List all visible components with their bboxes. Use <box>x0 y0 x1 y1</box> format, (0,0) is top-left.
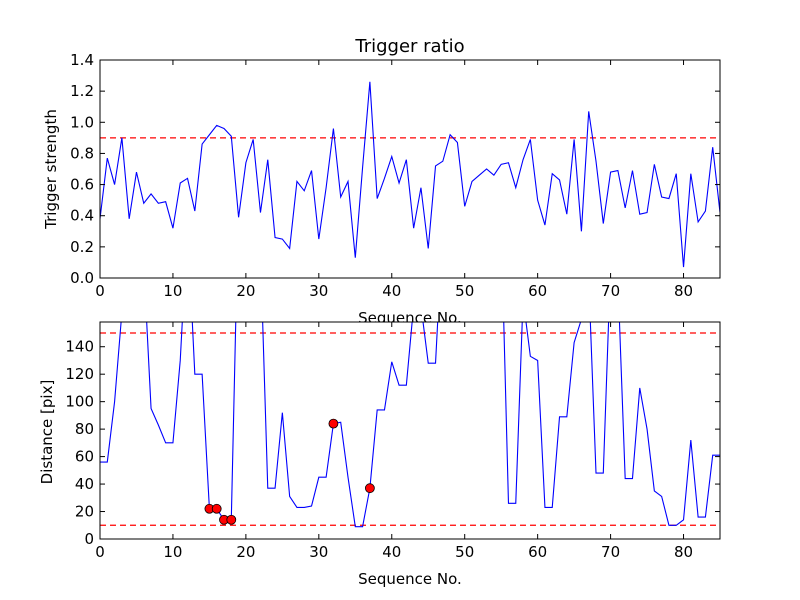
bottom-x-tick-label-3: 30 <box>309 543 328 561</box>
top-background <box>100 60 720 278</box>
top-x-tick-label-4: 40 <box>382 282 401 300</box>
bottom-background <box>100 322 720 539</box>
top-y-tick-label-3: 0.6 <box>70 176 94 194</box>
bottom-y-tick-label-2: 40 <box>75 475 94 493</box>
top-x-tick-label-1: 10 <box>163 282 182 300</box>
bottom-y-tick-label-5: 100 <box>65 393 94 411</box>
bottom-y-tick-label-1: 20 <box>75 503 94 521</box>
top-x-tick-label-0: 0 <box>95 282 105 300</box>
top-chart-title: Trigger ratio <box>354 36 464 57</box>
bottom-x-tick-label-1: 10 <box>163 543 182 561</box>
bottom-y-tick-label-6: 120 <box>65 365 94 383</box>
bottom-x-tick-label-7: 70 <box>601 543 620 561</box>
bottom-marker-1 <box>211 503 222 514</box>
top-y-tick-label-0: 0.0 <box>70 269 94 287</box>
bottom-x-tick-label-8: 80 <box>674 543 693 561</box>
top-x-tick-label-8: 80 <box>674 282 693 300</box>
top-x-tick-label-6: 60 <box>528 282 547 300</box>
bottom-frame <box>99 321 721 540</box>
bottom-marker-5 <box>364 483 375 494</box>
bottom-x-tick-label-4: 40 <box>382 543 401 561</box>
top-frame <box>99 59 721 279</box>
bottom-x-tick-label-0: 0 <box>95 543 105 561</box>
top-y-tick-label-7: 1.4 <box>70 51 94 69</box>
top-y-tick-label-4: 0.8 <box>70 144 94 162</box>
top-y-tick-label-5: 1.0 <box>70 113 94 131</box>
bottom-y-tick-label-0: 0 <box>84 530 94 548</box>
top-x-tick-label-5: 50 <box>455 282 474 300</box>
top-series-line-0 <box>100 81 720 268</box>
bottom-series-line-0 <box>100 322 720 528</box>
top-y-tick-label-6: 1.2 <box>70 82 94 100</box>
bottom-marker-3 <box>226 514 237 525</box>
bottom-x-tick-label-5: 50 <box>455 543 474 561</box>
bottom-y-axis-label: Distance [pix] <box>38 380 56 485</box>
top-y-axis-label: Trigger strength <box>42 109 60 230</box>
bottom-y-tick-label-7: 140 <box>65 338 94 356</box>
bottom-y-tick-label-4: 80 <box>75 420 94 438</box>
top-y-tick-label-1: 0.2 <box>70 238 94 256</box>
top-x-tick-label-2: 20 <box>236 282 255 300</box>
top-x-tick-label-3: 30 <box>309 282 328 300</box>
bottom-x-axis-label: Sequence No. <box>358 570 462 588</box>
top-plot-area: 0 10 20 30 40 50 60 70 80 0.0 0.2 0.4 0.6 0.8 1.0 1.2 1.… <box>70 51 721 300</box>
bottom-marker-4 <box>328 418 339 429</box>
top-y-tick-label-2: 0.4 <box>70 207 94 225</box>
top-x-tick-label-7: 70 <box>601 282 620 300</box>
bottom-x-tick-label-6: 60 <box>528 543 547 561</box>
bottom-x-tick-label-2: 20 <box>236 543 255 561</box>
bottom-y-tick-label-3: 60 <box>75 448 94 466</box>
bottom-plot-area: 0 10 20 30 40 50 60 70 80 0 20 40 60 80 100 120 140 <box>65 321 721 561</box>
